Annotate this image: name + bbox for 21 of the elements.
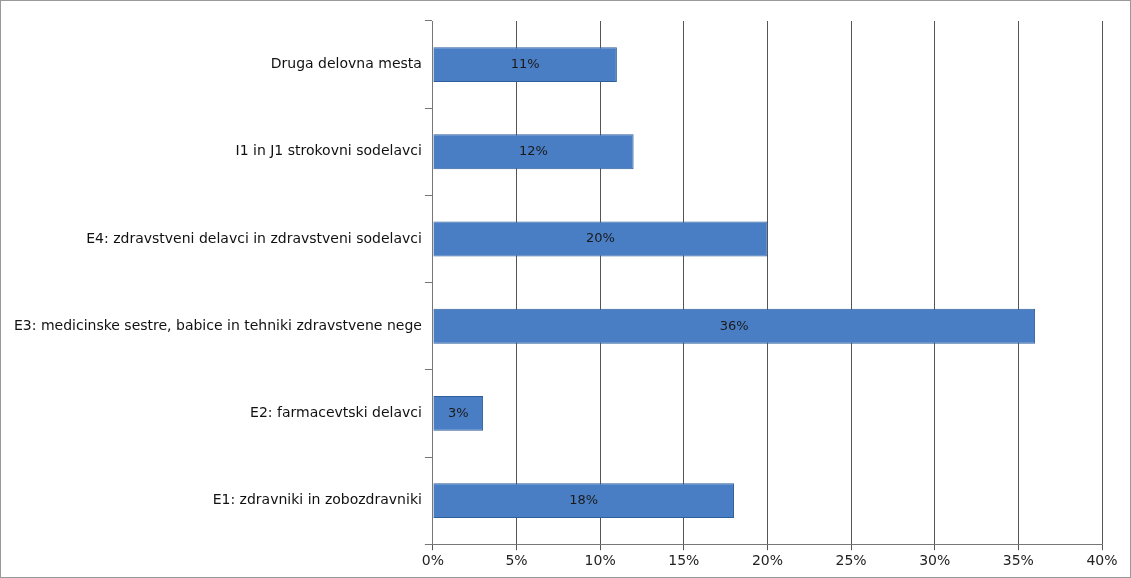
x-tick-label: 0% bbox=[421, 552, 444, 569]
x-tick-label: 5% bbox=[505, 552, 528, 569]
y-tick-label: E4: zdravstveni delavci in zdravstveni sodelavci bbox=[86, 229, 422, 246]
data-label: 20% bbox=[585, 230, 615, 246]
x-tick-label: 30% bbox=[919, 552, 951, 569]
x-tick-label: 15% bbox=[668, 552, 700, 569]
y-tick-label: Druga delovna mesta bbox=[270, 55, 422, 72]
y-tick-label: E3: medicinske sestre, babice in tehniki zdravstvene nege bbox=[14, 316, 422, 333]
y-tick-label: I1 in J1 strokovni sodelavci bbox=[235, 142, 422, 159]
y-tick-label: E2: farmacevtski delavci bbox=[250, 404, 422, 421]
y-tick-label: E1: zdravniki in zobozdravniki bbox=[212, 491, 422, 508]
data-label: 11% bbox=[510, 55, 540, 71]
x-tick-label: 20% bbox=[751, 552, 784, 569]
x-tick-label: 35% bbox=[1002, 552, 1034, 569]
data-label: 36% bbox=[719, 317, 749, 333]
data-label: 18% bbox=[569, 491, 599, 507]
x-tick-label: 10% bbox=[584, 552, 616, 569]
data-label: 12% bbox=[519, 143, 548, 159]
x-tick-label: 40% bbox=[1086, 552, 1118, 569]
x-tick-label: 25% bbox=[835, 552, 867, 569]
data-label: 3% bbox=[447, 404, 469, 420]
